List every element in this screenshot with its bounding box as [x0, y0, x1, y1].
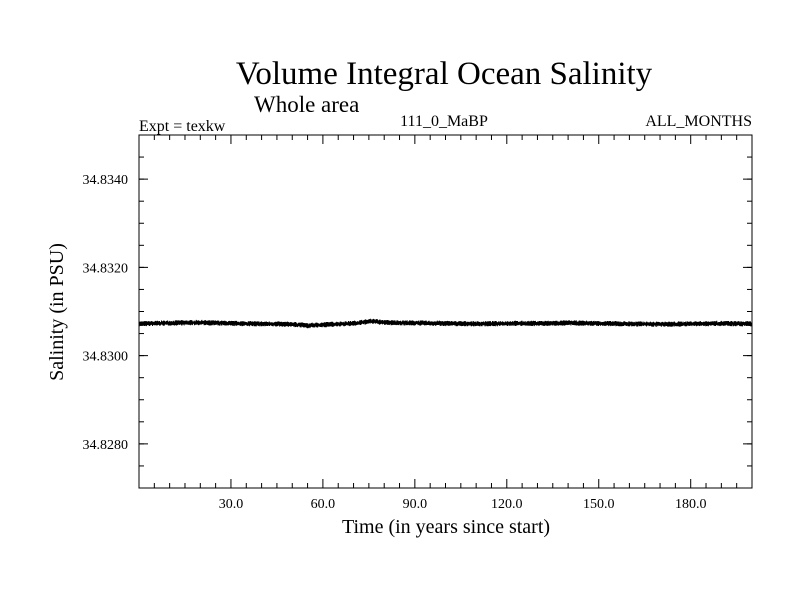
y-tick-label: 34.8340: [83, 173, 129, 188]
data-series: [138, 318, 753, 329]
y-axis-label: Salinity (in PSU): [46, 243, 68, 381]
y-tick-label: 34.8280: [83, 438, 129, 453]
x-tick-label: 180.0: [675, 497, 707, 512]
x-axis-label: Time (in years since start): [342, 516, 550, 538]
chart-title: Volume Integral Ocean Salinity: [236, 56, 653, 92]
x-tick-label: 150.0: [583, 497, 615, 512]
x-tick-label: 60.0: [311, 497, 336, 512]
x-tick-label: 120.0: [491, 497, 523, 512]
tick-labels: 30.0 60.0 90.0 120.0 150.0 180.0 34.8280 34.830…: [83, 173, 707, 512]
experiment-label: Expt = texkw: [139, 118, 226, 135]
salinity-line: [138, 318, 753, 329]
x-tick-label: 30.0: [219, 497, 244, 512]
y-tick-label: 34.8320: [83, 261, 129, 276]
x-tick-label: 90.0: [403, 497, 428, 512]
run-label: 111_0_MaBP: [400, 113, 488, 130]
y-tick-label: 34.8300: [83, 350, 129, 365]
plot-frame: [138, 134, 753, 489]
axis-ticks: [139, 135, 752, 488]
chart-subtitle: Whole area: [254, 92, 359, 117]
period-label: ALL_MONTHS: [645, 113, 752, 130]
